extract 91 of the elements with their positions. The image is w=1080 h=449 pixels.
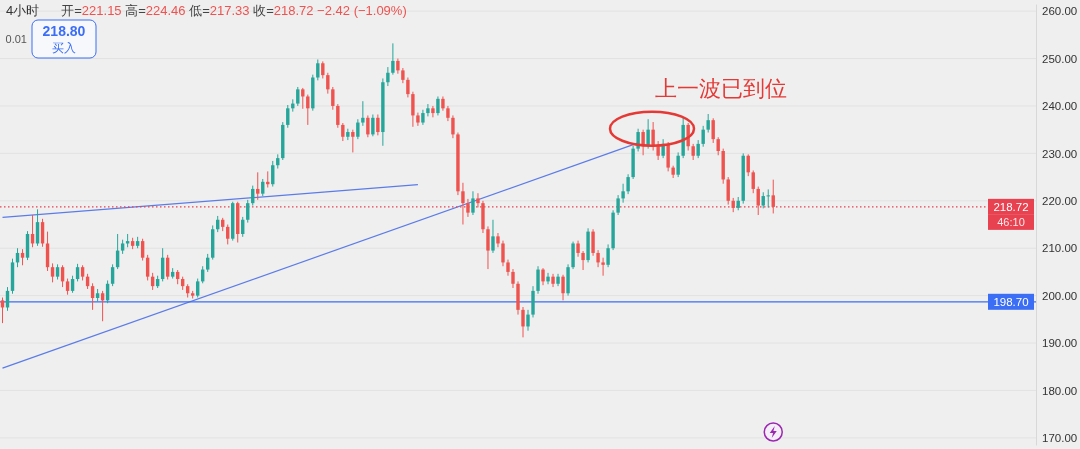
candlestick [616,194,620,216]
candlestick [701,125,705,148]
y-tick-label: 170.00 [1042,432,1078,445]
candlestick [256,171,260,201]
candlestick [366,114,370,138]
candlestick [296,86,300,107]
candlestick [431,105,435,118]
candlestick [621,183,625,204]
candlestick [90,282,95,311]
candlestick [356,118,360,140]
candlestick [406,77,410,98]
candlestick [206,253,210,273]
candlestick [521,306,525,338]
annotation: 46:10 [997,216,1025,229]
candlestick [336,103,340,129]
candlestick [411,91,415,128]
y-tick-label: 260.00 [1042,5,1078,18]
candlestick [571,241,575,270]
chart-title: 4小时 [6,3,40,18]
y-tick-label: 210.00 [1042,242,1078,255]
candlestick [226,224,230,245]
candlestick [451,114,455,139]
annotation: 上一波已到位 [655,76,787,101]
candlestick [341,122,345,142]
candlestick [376,113,380,136]
candlestick [546,272,550,285]
candlestick [651,121,655,152]
candlestick [756,186,760,216]
y-tick-label: 190.00 [1042,337,1078,350]
candlestick [461,182,465,225]
candlestick [696,139,700,159]
candlestick [526,309,530,332]
candlestick [436,95,440,116]
candlestick [286,104,290,129]
candlestick [491,219,495,254]
candlestick [306,94,310,126]
candlestick [331,86,335,111]
candlestick [316,58,320,81]
candlestick [596,249,600,268]
annotation: 218.80 [42,23,86,39]
candlestick [601,257,605,277]
candlestick [706,113,710,134]
candlestick [676,151,680,178]
candlestick [496,232,500,248]
annotation: 买入 [52,41,76,55]
candlestick [551,273,555,288]
candlestick [466,198,470,218]
candlestick [476,192,480,208]
candlestick [666,141,670,172]
candlestick [561,274,565,301]
candlestick [110,263,115,287]
y-tick-label: 250.00 [1042,52,1078,65]
candlestick [641,129,645,156]
candlestick [351,129,355,153]
candlestick [140,238,145,262]
ref-line-label: 198.70 [993,295,1029,308]
candlestick [606,243,610,268]
candlestick [726,176,730,206]
buy-button[interactable]: 218.80 买入 [31,19,97,59]
candlestick [426,103,430,117]
candlestick [646,118,650,150]
y-tick-label: 230.00 [1042,147,1078,160]
candlestick [511,268,515,289]
candlestick [326,72,330,95]
candlestick [361,100,365,127]
y-tick-label: 220.00 [1042,194,1078,207]
candlestick [386,66,390,87]
candlestick [716,136,720,156]
ref-line-label: 218.72 [993,200,1029,213]
candlestick [771,179,775,214]
y-tick-label: 200.00 [1042,289,1078,302]
candlestick [195,278,200,299]
annotation: 0.01 [5,33,27,45]
candlestick [711,117,715,144]
candlestick [536,265,540,295]
y-tick-label: 180.00 [1042,384,1078,397]
candlestick [246,199,250,224]
candlestick [50,262,55,283]
text: 开=221.15 高=224.46 低=217.33 收=218.72 −2.42 (−1.09%) [61,3,407,18]
candlestick [591,228,595,257]
y-tick-label: 240.00 [1042,100,1078,113]
candlestick [626,173,630,195]
candlestick [471,190,475,216]
candlestick [501,240,505,267]
candlestick [391,42,395,76]
candlestick [371,113,375,137]
candlestick [581,250,585,271]
candlestick [531,285,535,318]
candlestick [766,188,770,208]
candlestick [751,169,755,194]
candlestick [486,225,490,270]
